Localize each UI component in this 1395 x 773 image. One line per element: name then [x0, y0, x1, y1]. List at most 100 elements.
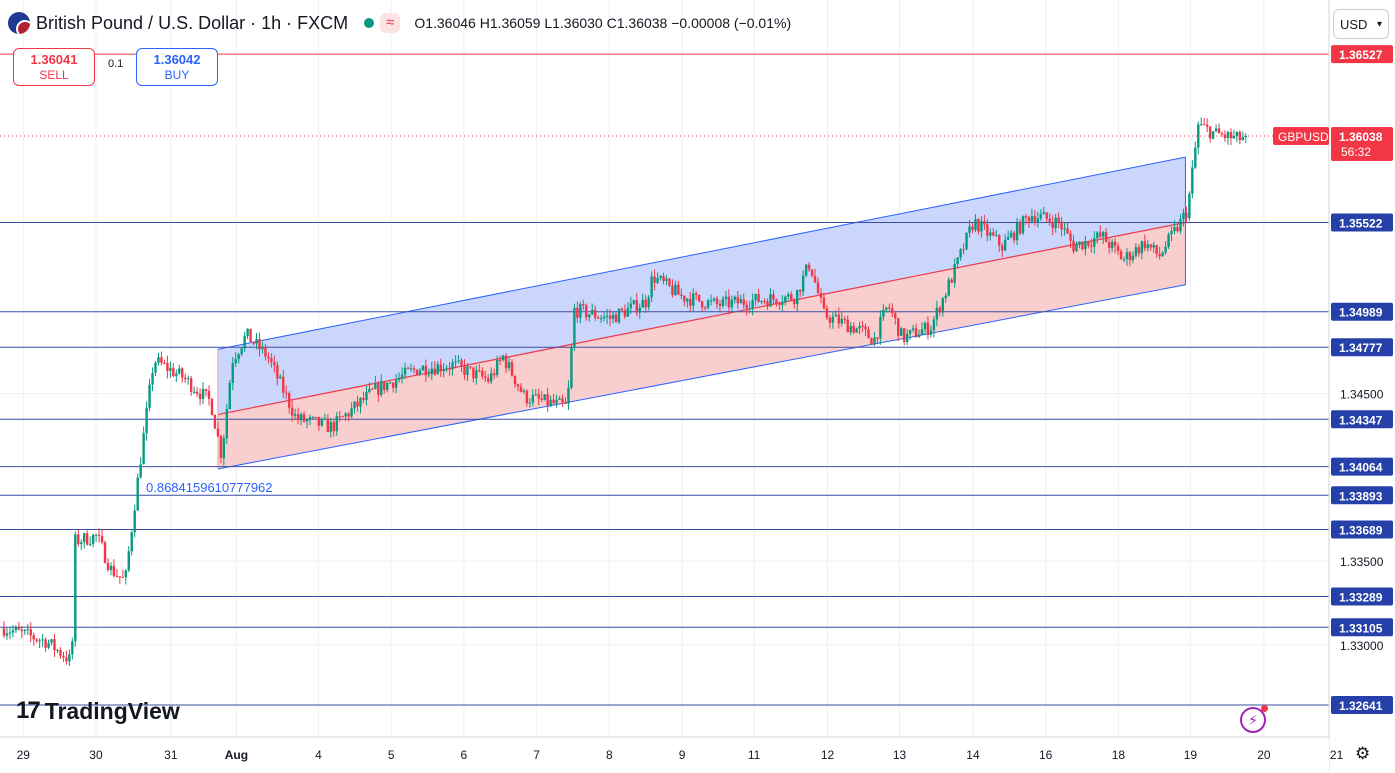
level-price-text: 1.33289	[1339, 590, 1383, 604]
candle-body	[166, 363, 169, 371]
candle-body	[751, 299, 754, 309]
candle-body	[852, 325, 855, 333]
buy-button[interactable]: 1.36042 BUY	[136, 48, 218, 86]
candle-body	[204, 388, 208, 391]
candle-body	[591, 309, 594, 315]
time-tick-label: 8	[606, 748, 613, 762]
time-tick-label: 14	[966, 748, 980, 762]
candle-body	[686, 298, 689, 302]
candle-body	[825, 308, 829, 318]
candle-body	[1093, 238, 1096, 247]
candle-body	[320, 418, 324, 426]
level-price-tag	[1331, 486, 1393, 505]
candle-body	[778, 303, 781, 305]
candle-body	[950, 279, 953, 283]
candle-body	[222, 438, 226, 459]
candle-body	[656, 277, 659, 283]
candle-body	[243, 335, 246, 349]
candle-body	[290, 407, 294, 416]
candle-body	[32, 635, 35, 640]
regression-channel[interactable]: 0.8684159610777962	[146, 156, 1186, 495]
currency-selector[interactable]: USD ▾	[1333, 9, 1389, 39]
candle-body	[282, 376, 285, 393]
candle-body	[74, 534, 77, 642]
candle-body	[1102, 232, 1105, 237]
candle-body	[91, 534, 95, 544]
candle-body	[1164, 247, 1167, 253]
time-tick-label: 6	[461, 748, 468, 762]
candle-body	[457, 360, 460, 362]
lightning-icon[interactable]: ⚡	[1240, 705, 1268, 733]
candle-body	[787, 294, 790, 297]
candle-body	[638, 307, 641, 313]
candle-body	[819, 293, 823, 298]
data-wave-icon[interactable]: ≈	[380, 13, 401, 33]
symbol-header: British Pound / U.S. Dollar · 1h · FXCM …	[8, 10, 791, 36]
candle-body	[763, 300, 766, 302]
candle-body	[293, 414, 297, 416]
price-axis[interactable]: 1.34500 1.33500 1.33000 1.36527 1.35522 1.349…	[1273, 0, 1395, 773]
candle-body	[371, 388, 374, 390]
candle-body	[157, 357, 160, 363]
candle-body	[695, 293, 698, 295]
tradingview-logo[interactable]: 17 TradingView	[16, 697, 180, 725]
candle-body	[1087, 241, 1090, 246]
candle-body	[879, 316, 882, 339]
candle-body	[1220, 133, 1224, 135]
candle-body	[445, 368, 448, 370]
candle-body	[968, 226, 971, 233]
candle-body	[228, 382, 231, 410]
sell-button[interactable]: 1.36041 SELL	[13, 48, 95, 86]
candle-body	[522, 390, 526, 392]
candle-body	[689, 298, 692, 306]
candle-body	[365, 391, 368, 400]
candle-body	[172, 367, 175, 377]
candle-body	[427, 374, 431, 376]
change-value: −0.00008 (−0.01%)	[671, 15, 792, 31]
horizontal-levels[interactable]	[0, 53, 1329, 706]
time-tick-label: Aug	[225, 748, 248, 762]
candle-body	[543, 394, 546, 400]
candle-body	[730, 299, 734, 308]
candle-body	[1182, 212, 1185, 220]
candle-body	[151, 372, 154, 385]
candle-body	[418, 370, 422, 375]
candle-body	[706, 300, 710, 308]
candle-body	[186, 378, 190, 380]
candle-body	[41, 639, 44, 641]
candle-body	[389, 382, 392, 384]
candle-body	[1027, 217, 1031, 222]
candle-body	[249, 328, 252, 343]
candle-body	[980, 221, 983, 232]
currency-label: USD	[1340, 16, 1368, 32]
symbol-title[interactable]: British Pound / U.S. Dollar · 1h · FXCM	[36, 12, 349, 33]
candle-body	[335, 416, 338, 432]
time-axis-bg	[0, 737, 1329, 773]
candle-body	[492, 373, 496, 376]
candle-body	[531, 395, 535, 403]
candle-body	[258, 338, 261, 350]
gear-icon[interactable]: ⚙	[1355, 744, 1371, 763]
candle-body	[525, 390, 529, 404]
candle-body	[1235, 131, 1239, 137]
candle-body	[721, 298, 725, 306]
candle-body	[715, 298, 719, 305]
candle-body	[1116, 245, 1120, 252]
candle-body	[870, 338, 873, 345]
candle-body	[1063, 228, 1066, 230]
time-tick-label: 16	[1039, 748, 1053, 762]
candle-body	[570, 347, 573, 388]
candle-body	[766, 301, 769, 307]
candle-body	[614, 314, 618, 323]
candle-body	[1125, 252, 1129, 260]
candle-body	[1018, 222, 1022, 234]
candle-body	[947, 279, 950, 296]
candle-body	[882, 309, 885, 317]
candle-body	[1223, 134, 1227, 139]
candle-body	[754, 294, 757, 300]
candle-body	[1090, 245, 1093, 247]
candle-body	[796, 289, 799, 305]
candle-body	[50, 639, 53, 643]
time-axis[interactable]: 29 30 31 Aug 4 5 6 7 8 9 11 12 13 14 16 18 19 20 21	[0, 736, 1344, 773]
